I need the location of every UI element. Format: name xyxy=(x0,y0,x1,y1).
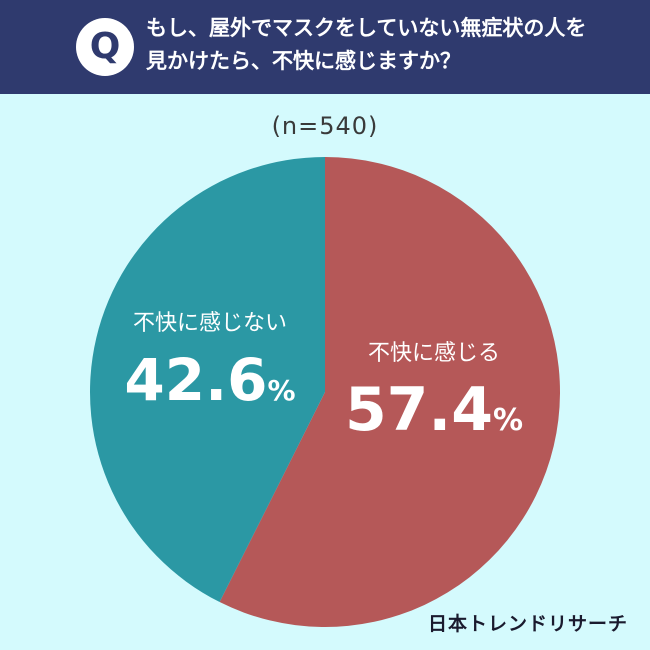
slice-value-2: 42.6% xyxy=(124,346,295,414)
pie-slice-1 xyxy=(219,157,561,628)
slice-label-1: 不快に感じる xyxy=(368,341,500,366)
slice-value-1: 57.4% xyxy=(345,375,523,445)
question-text: もし、屋外でマスクをしていない無症状の人を見かけたら、不快に感じますか？ xyxy=(146,16,587,73)
brand-logo: 日本トレンドリサーチ xyxy=(427,613,628,635)
pie-slice-2 xyxy=(90,157,326,603)
sample-size: (n=540) xyxy=(271,112,379,140)
header-banner: Q もし、屋外でマスクをしていない無症状の人を見かけたら、不快に感じますか？ xyxy=(0,0,650,94)
question-badge: Q xyxy=(76,18,134,76)
slice-label-2: 不快に感じない xyxy=(133,311,287,336)
